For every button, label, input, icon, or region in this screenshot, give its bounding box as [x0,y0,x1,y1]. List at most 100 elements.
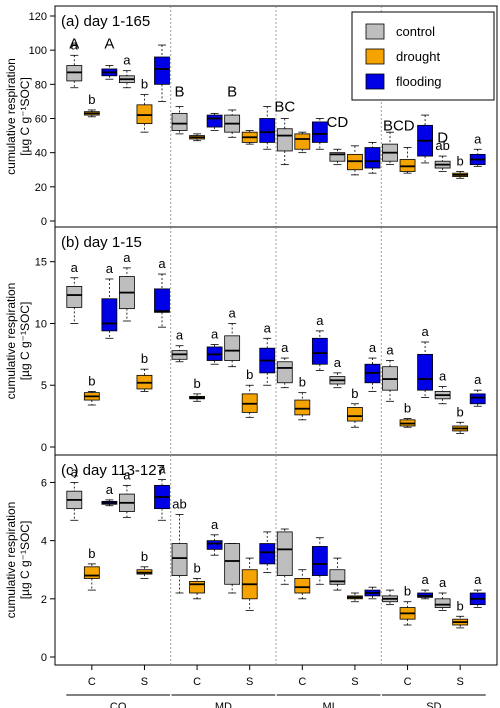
box-control [66,54,83,89]
significance-letter: b [88,92,95,107]
significance-letter: b [299,375,306,390]
box-body [417,353,433,391]
box-body [276,531,293,576]
box-control [276,118,293,166]
box-control [171,106,188,135]
box-body [154,56,170,85]
box-control [119,484,135,518]
y-axis-unit: [µg C g⁻¹SOC] [18,77,32,156]
significance-letter: ab [172,496,186,511]
box-flooding [311,330,328,371]
group-label: SD [426,701,441,708]
significance-letter: b [457,598,464,613]
legend-label-drought: drought [396,49,440,64]
group-label: CO [110,701,127,708]
significance-letter: a [369,340,377,355]
box-drought [83,109,100,118]
box-flooding [101,499,118,507]
box-body [311,337,328,365]
box-drought [347,145,363,176]
group-letter: D [437,129,448,146]
panel-title: (b) day 1-15 [61,234,142,251]
y-tick-label: 20 [35,182,47,194]
box-control [119,70,135,89]
significance-letter: a [386,343,394,358]
x-tick-label: C [298,676,306,688]
box-drought [136,368,153,392]
significance-letter: a [71,260,79,275]
significance-letter: b [193,376,200,391]
box-flooding [259,531,276,574]
box-body [276,361,293,384]
significance-letter: a [474,131,482,146]
box-drought [83,563,100,591]
significance-letter: a [474,372,482,387]
box-control [382,589,398,606]
significance-letter: b [404,584,411,599]
y-tick-label: 0 [41,652,47,664]
significance-letter: b [457,404,464,419]
box-drought [452,421,469,434]
box-flooding [364,142,381,174]
x-axis: C S C S C S C S CO MD MI SD [66,665,486,708]
x-tick-label: S [351,676,358,688]
box-drought [399,601,416,626]
significance-letter: a [106,261,114,276]
x-tick-label: C [193,676,201,688]
box-flooding [469,389,486,407]
box-control [434,155,451,172]
significance-letter: a [211,326,219,341]
box-body [434,598,451,608]
box-body [276,128,293,152]
box-flooding [154,44,170,102]
legend-swatch-control [365,23,385,40]
box-body [259,543,276,565]
box-flooding [206,112,223,131]
y-tick-label: 60 [35,114,47,126]
significance-letter: a [158,256,166,271]
box-body [206,540,223,550]
box-drought [136,94,153,133]
box-control [224,323,241,368]
significance-letter: b [141,351,148,366]
significance-letter: b [141,549,148,564]
box-body [364,147,381,169]
significance-letter: a [421,324,429,339]
x-tick-label: C [404,676,412,688]
significance-letter: a [123,250,131,265]
box-body [311,546,328,576]
y-tick-label: 2 [41,594,47,606]
y-tick-label: 120 [29,11,47,23]
box-control [276,357,293,389]
box-flooding [311,537,328,585]
box-drought [189,133,205,142]
x-tick-label: S [456,676,463,688]
group-label: MI [323,701,335,708]
significance-letter: a [439,368,447,383]
group-label: MD [215,701,232,708]
y-tick-label: 6 [41,477,47,489]
box-drought [452,615,469,629]
box-drought [189,393,205,402]
panel-title: (c) day 113-127 [61,462,165,479]
box-flooding [469,148,486,167]
y-tick-label: 15 [35,257,47,269]
box-body [294,578,311,594]
significance-letter: a [211,517,219,532]
box-drought [294,131,311,154]
box-flooding [417,589,433,600]
legend-label-control: control [396,24,435,39]
y-tick-label: 5 [41,380,47,392]
legend: control drought flooding [351,11,495,101]
y-axis-unit: [µg C g⁻¹SOC] [18,521,32,600]
box-control [171,514,188,594]
box-drought [189,578,205,600]
significance-letter: b [193,560,200,575]
significance-letter: b [404,401,411,416]
box-control [171,345,188,363]
box-flooding [417,114,433,164]
box-flooding [469,589,486,608]
significance-letter: a [106,482,114,497]
panel-c: 0 2 4 6 cumulative respiration [µg C g⁻¹SOC] (… [4,454,498,666]
